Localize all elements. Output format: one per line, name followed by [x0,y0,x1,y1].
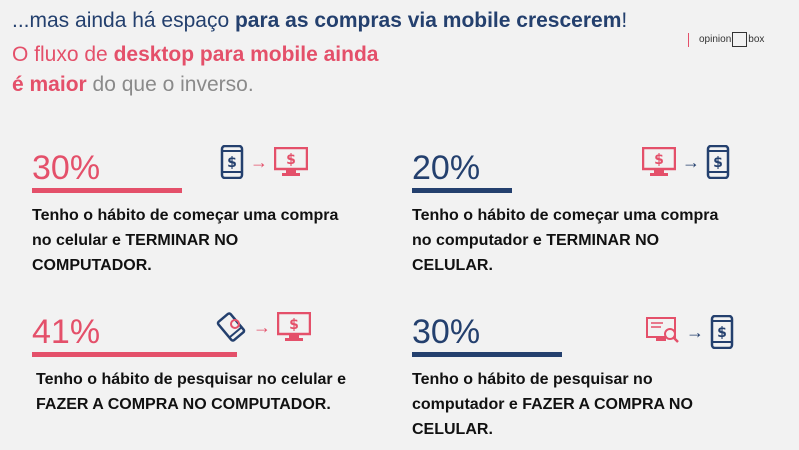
stat-1-value: 30% [32,149,101,187]
logo-box-icon [732,32,748,47]
headline-part1: ...mas ainda há espaço [12,9,235,32]
stat-card-3: 41% Tenho o hábito de pesquisar no celul… [32,312,346,417]
logo-text-left: opinion [699,34,732,45]
desktop-dollar-icon: $ [274,147,308,176]
desktop-dollar-icon: $ [277,312,311,341]
stat-2-value: 20% [412,149,481,187]
stat-card-2: 20% Tenho o hábito de começar uma compra… [412,148,722,278]
stat-card-1: 30% Tenho o hábito de começar uma compra… [32,148,342,278]
arrow-icon: → [682,151,700,172]
stat-3-value: 41% [32,313,101,351]
opinion-box-logo: opinion box [688,32,764,47]
svg-text:$: $ [654,152,664,168]
mobile-dollar-icon: $ [706,145,730,179]
arrow-icon: → [253,316,271,337]
svg-text:$: $ [713,155,723,171]
subtitle: O fluxo de desktop para mobile ainda é m… [12,40,392,100]
stat-3-bar [32,352,237,357]
stat-1-bar [32,188,182,193]
stat-4-icons: → $ [646,315,734,349]
desktop-search-icon [646,317,679,343]
mobile-dollar-icon: $ [220,145,244,179]
subtitle-part2: desktop para mobile ainda é maior [12,43,379,96]
stat-4-text: Tenho o hábito de pesquisar no computado… [412,371,693,438]
stat-2-icons: $ → $ [642,145,730,179]
svg-text:$: $ [286,152,296,168]
arrow-icon: → [250,151,268,172]
mobile-search-icon [216,312,246,342]
svg-text:$: $ [227,155,237,171]
arrow-icon: → [686,321,704,342]
logo-separator [688,32,689,47]
stat-1-text: Tenho o hábito de começar uma compra no … [32,207,339,274]
headline-part2: para as compras via mobile crescerem [234,9,622,32]
svg-text:$: $ [717,325,727,341]
stat-3-text: Tenho o hábito de pesquisar no celular e… [36,371,346,413]
logo-text-right: box [748,34,765,45]
stat-3-icons: → $ [215,312,311,342]
mobile-dollar-icon: $ [710,315,734,349]
subtitle-part3: do que o inverso. [86,73,254,96]
subtitle-part1: O fluxo de [12,43,114,66]
svg-text:$: $ [289,317,299,333]
stat-2-text: Tenho o hábito de começar uma compra no … [412,207,719,274]
stat-4-bar [412,352,562,357]
stat-4-value: 30% [412,313,481,351]
desktop-dollar-icon: $ [642,147,676,176]
stat-1-icons: $ → $ [220,145,308,179]
stat-card-4: 30% Tenho o hábito de pesquisar no compu… [412,312,722,442]
stat-2-bar [412,188,512,193]
headline: ...mas ainda há espaço para as compras v… [12,6,627,36]
headline-part3: ! [621,9,628,32]
